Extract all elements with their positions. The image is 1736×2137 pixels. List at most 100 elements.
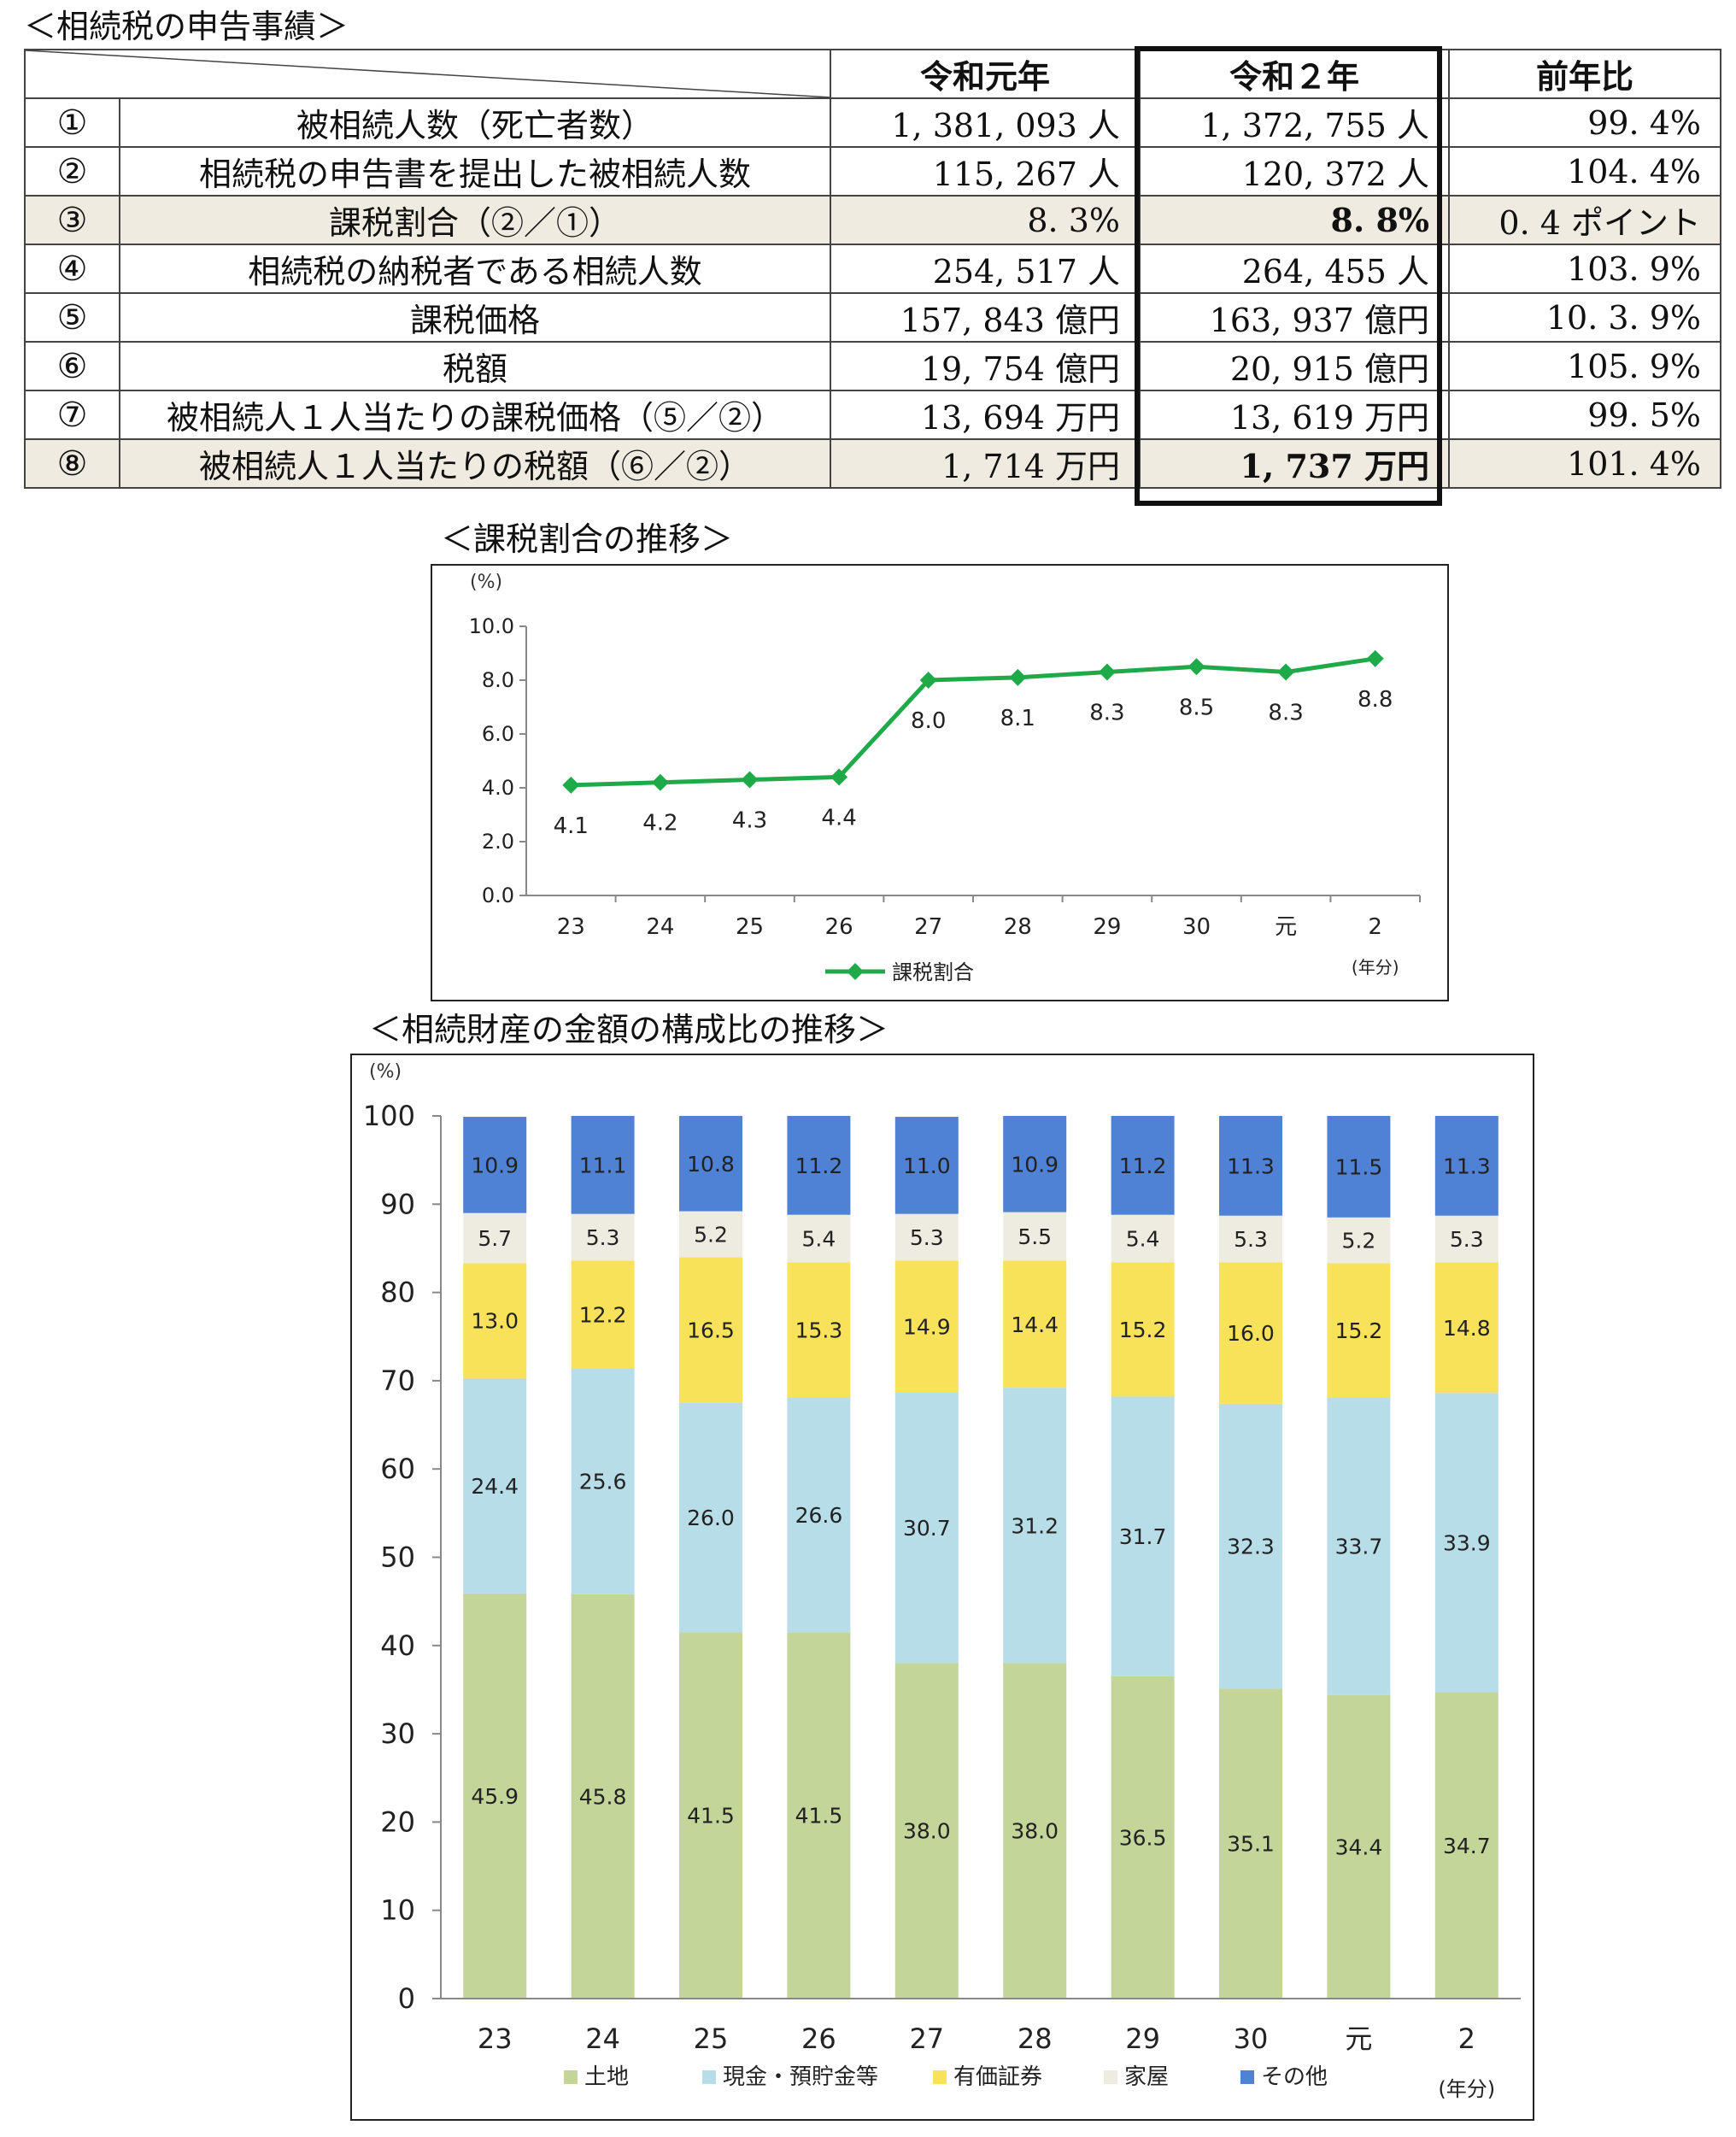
bar-value-label: 11.2 [795,1154,843,1178]
data-point [1098,663,1116,681]
bar-value-label: 38.0 [1011,1819,1059,1844]
bar-segment [1219,1215,1282,1263]
bar-value-label: 32.3 [1227,1535,1275,1559]
x-tick-label: 30 [1182,914,1211,940]
row-number: ① [24,97,120,148]
x-tick-label: 元 [1345,2023,1372,2055]
data-label: 4.3 [732,808,767,834]
bar-value-label: 15.2 [1119,1318,1167,1342]
bar-value-label: 13.0 [471,1309,519,1334]
bar-segment [679,1257,742,1403]
y-tick-label: 10 [380,1894,415,1927]
bar-value-label: 41.5 [795,1804,843,1829]
bar-value-label: 34.4 [1335,1835,1383,1859]
y-tick-label: 2.0 [482,830,514,854]
data-point [741,771,759,789]
x-tick-label: 28 [1018,2023,1053,2055]
bar-chart-frame: (%) 45.9 24.4 13.0 5.7 10.9 23 45.8 25.6 12.2 5.3 1… [350,1054,1534,2121]
series-line [571,656,1376,788]
bar-segment [679,1402,742,1633]
stacked-bar-chart: (%) 45.9 24.4 13.0 5.7 10.9 23 45.8 25.6 12.2 5.3 1… [363,1061,1521,2101]
y-tick-label: 0.0 [482,884,514,907]
legend-label: 家屋 [1124,2064,1169,2090]
bar-value-label: 26.6 [795,1503,843,1528]
row-value-r2: 13, 619 万円 [1139,390,1450,440]
bar-segment [463,1212,527,1264]
row-item: 税額 [119,341,831,391]
bar-segment [463,1263,527,1378]
line-chart-heading: ＜課税割合の推移＞ [441,520,734,558]
table-heading: ＜相続税の申告事績＞ [24,8,349,45]
y-tick-label: 4.0 [482,776,514,800]
row-value-r1: 8. 3% [830,195,1141,245]
bar-segment [1219,1262,1282,1404]
bar-segment [1434,1692,1498,1999]
bar-value-label: 38.0 [903,1819,951,1844]
bar-value-label: 5.7 [478,1226,512,1251]
y-unit-label: (%) [470,572,502,593]
y-tick-label: 30 [380,1717,415,1750]
y-tick-label: 8.0 [482,668,514,692]
row-ratio: 99. 5% [1448,390,1721,440]
y-tick-label: 90 [380,1188,415,1220]
bar-value-label: 11.3 [1227,1154,1275,1178]
bar-segment [894,1260,959,1393]
bar-segment [1434,1116,1498,1216]
row-item: 相続税の納税者である相続人数 [119,244,831,294]
data-point [830,768,848,786]
bar-segment [1434,1215,1498,1263]
bar-segment [894,1663,959,1999]
y-tick-label: 10.0 [469,614,514,638]
bar-segment [787,1116,851,1215]
x-tick-label: 27 [909,2023,944,2055]
bar-segment [1111,1214,1175,1263]
legend-swatch [1240,2070,1254,2084]
bar-value-label: 30.7 [903,1516,951,1541]
row-value-r2: 8. 8% [1139,195,1450,245]
bar-value-label: 14.8 [1443,1316,1491,1341]
bar-segment [1219,1116,1282,1216]
bar-segment [571,1260,635,1369]
table-row: ⑦ 被相続人１人当たりの課税価格（⑤／②） 13, 694 万円 13, 619… [24,390,1721,440]
x-tick-label: 28 [1004,914,1032,940]
bar-value-label: 26.0 [687,1506,735,1530]
row-ratio: 0. 4 ポイント [1448,195,1721,245]
row-value-r2: 163, 937 億円 [1139,292,1450,343]
row-value-r1: 13, 694 万円 [830,390,1141,440]
row-item: 課税割合（②／①） [119,195,831,245]
x-tick-label: 29 [1125,2023,1160,2055]
data-point [919,672,937,689]
bar-value-label: 25.6 [579,1470,627,1494]
row-value-r2: 120, 372 人 [1139,146,1450,197]
table-row: ⑧ 被相続人１人当たりの税額（⑥／②） 1, 714 万円 1, 737 万円 … [24,438,1721,489]
bar-segment [463,1377,527,1594]
data-point [1188,658,1205,676]
row-value-r1: 157, 843 億円 [830,292,1141,343]
bar-chart-heading: ＜相続財産の金額の構成比の推移＞ [369,1011,889,1048]
bar-segment [1327,1217,1391,1264]
bar-value-label: 14.4 [1011,1312,1059,1337]
legend-swatch [1104,2070,1117,2084]
y-tick-label: 70 [380,1365,415,1397]
row-value-r1: 19, 754 億円 [830,341,1141,391]
bar-value-label: 11.2 [1119,1154,1167,1178]
row-number: ③ [24,195,120,245]
col-header-ratio: 前年比 [1448,49,1721,99]
bar-segment [1003,1212,1067,1261]
bar-segment [463,1593,527,1999]
data-point [651,773,669,791]
data-point [562,776,580,794]
bar-value-label: 45.8 [579,1784,627,1809]
bar-segment [1327,1397,1391,1695]
x-tick-label: 26 [801,2023,836,2055]
bar-value-label: 16.0 [1227,1321,1275,1346]
row-item: 被相続人１人当たりの課税価格（⑤／②） [119,390,831,440]
line-chart-frame: (%) 0.0 2.0 4.0 6.0 8.0 10.0 23 24 25 26 27 28 29 30 元 2… [431,564,1449,1001]
data-label: 8.5 [1179,695,1214,720]
bar-segment [571,1213,635,1261]
bar-value-label: 15.2 [1335,1318,1383,1343]
bar-value-label: 10.9 [1011,1152,1059,1177]
bar-value-label: 33.7 [1335,1535,1383,1559]
bar-value-label: 5.3 [586,1225,620,1250]
bar-value-label: 5.2 [694,1222,728,1247]
